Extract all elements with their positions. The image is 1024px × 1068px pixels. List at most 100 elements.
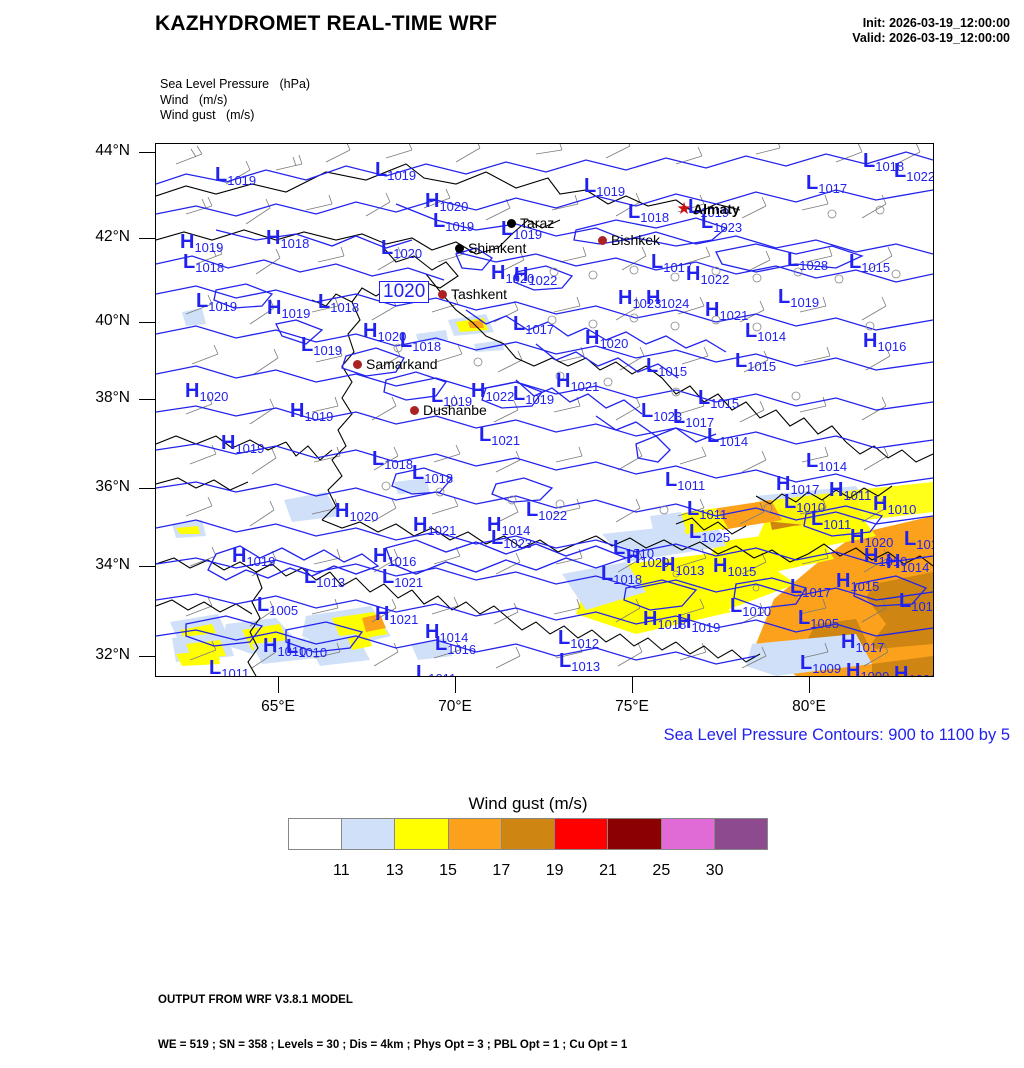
pressure-center-high: H1020 <box>425 191 468 213</box>
pressure-center-symbol: H <box>556 370 571 392</box>
pressure-center-value: 1021 <box>719 308 749 323</box>
pressure-center-symbol: H <box>373 545 388 567</box>
pressure-center-symbol: L <box>286 636 299 658</box>
boxed-isobar-label: 1020 <box>379 281 430 303</box>
pressure-center-value: 1013 <box>675 563 705 578</box>
colorbar-swatch-6[interactable] <box>608 819 662 849</box>
pressure-center-high: H1019 <box>290 400 333 423</box>
pressure-center-value: 1015 <box>861 260 891 275</box>
pressure-center-value: 1022 <box>906 169 934 184</box>
pressure-center-value: 1019 <box>246 554 276 569</box>
plotted-fields-list: Sea Level Pressure (hPa) Wind (m/s) Wind… <box>160 77 311 122</box>
map-plot-area[interactable]: L1019 L1019 L1019 L1017 L1018 L1022 H1020 L1019… <box>155 143 934 677</box>
lat-tick-label: 34°N <box>95 556 130 573</box>
pressure-center-low: L1018 <box>318 292 359 314</box>
pressure-center-symbol: H <box>180 231 195 253</box>
city-marker-tashkent <box>438 290 447 299</box>
pressure-center-symbol: L <box>800 652 813 674</box>
pressure-center-symbol: L <box>301 334 314 356</box>
pressure-center-low: L1014 <box>707 425 748 448</box>
pressure-center-symbol: L <box>375 159 388 181</box>
colorbar-swatch-7[interactable] <box>661 819 715 849</box>
pressure-center-high: H1021 <box>705 300 749 323</box>
pressure-center-value: 1018 <box>875 159 905 174</box>
pressure-center-low: L1011 <box>687 498 727 521</box>
colorbar-tick-13: 13 <box>385 862 404 879</box>
pressure-center-symbol: L <box>646 355 659 377</box>
pressure-center-symbol: L <box>899 590 912 612</box>
pressure-center-low: L1025 <box>689 521 730 544</box>
model-config-footer: OUTPUT FROM WRF V3.8.1 MODEL WE = 519 ; … <box>158 963 627 1068</box>
pressure-center-high: H1010 <box>263 636 306 658</box>
pressure-center-symbol: L <box>707 425 720 447</box>
pressure-center-low: L1018 <box>400 331 441 353</box>
city-label-shimkent: Shimkent <box>468 240 527 256</box>
pressure-center-value: 1020 <box>377 329 407 344</box>
pressure-center-symbol: L <box>665 469 678 491</box>
pressure-center-symbol: L <box>687 498 700 520</box>
pressure-center-low: L1015 <box>698 388 739 410</box>
colorbar-swatch-5[interactable] <box>555 819 609 849</box>
pressure-center-symbol: L <box>790 576 803 598</box>
pressure-center-value: 1010 <box>878 554 908 569</box>
city-marker-shimkent <box>455 244 464 253</box>
pressure-center-high: H1019 <box>180 231 224 255</box>
pressure-center-value: 1018 <box>657 617 687 632</box>
pressure-center-symbol: H <box>514 264 529 286</box>
pressure-center-low: L1015 <box>849 252 891 275</box>
colorbar-tick-19: 19 <box>545 862 564 879</box>
city-label-almaty: Almaty <box>693 201 740 217</box>
city-label-samarkand: Samarkand <box>366 356 438 372</box>
city-label-taraz: Taraz <box>520 215 555 231</box>
pressure-center-symbol: L <box>257 594 270 616</box>
pressure-center-value: 1005 <box>810 616 840 631</box>
pressure-center-symbol: L <box>381 237 394 259</box>
pressure-center-value: 1014 <box>818 459 848 474</box>
pressure-center-low: L1018 <box>601 564 642 586</box>
pressure-center-symbol: L <box>628 201 641 223</box>
pressure-center-symbol: L <box>811 508 824 530</box>
pressure-center-value: 1020 <box>199 389 229 404</box>
run-info: Init: 2026-03-19_12:00:00 Valid: 2026-03… <box>852 16 1010 46</box>
pressure-center-low: L1019 <box>196 291 237 313</box>
pressure-center-value: 1021 <box>389 612 419 627</box>
pressure-center-symbol: H <box>290 400 305 422</box>
pressure-center-symbol: L <box>412 462 425 484</box>
lon-tick-label: 80°E <box>792 698 826 715</box>
colorbar-swatch-4[interactable] <box>501 819 556 849</box>
colorbar-swatch-0[interactable] <box>289 819 343 849</box>
colorbar-swatch-8[interactable] <box>714 819 767 849</box>
pressure-center-symbol: L <box>183 251 196 273</box>
pressure-center-symbol: H <box>886 551 901 573</box>
pressure-center-symbol: L <box>689 521 702 543</box>
pressure-center-value: 1023 <box>503 536 533 551</box>
lat-tick-label: 38°N <box>95 389 130 406</box>
colorbar-swatch-1[interactable] <box>342 819 396 849</box>
pressure-center-value: 1021 <box>427 523 457 538</box>
pressure-center-low: L1017 <box>651 251 692 274</box>
pressure-center-symbol: L <box>513 383 526 405</box>
pressure-center-low: L1019 <box>301 334 342 357</box>
lat-tick-label: 36°N <box>95 478 130 495</box>
pressure-center-high: H1024 <box>646 288 689 310</box>
lat-tick-mark <box>139 399 155 400</box>
pressure-center-low: L1018 <box>863 151 905 174</box>
pressure-center-value: 1008 <box>908 672 933 676</box>
pressure-center-value: 1019 <box>194 240 224 255</box>
colorbar-swatch-2[interactable] <box>395 819 449 849</box>
pressure-center-symbol: L <box>806 172 819 194</box>
pressure-center-value: 1020 <box>349 509 379 524</box>
colorbar-swatch-3[interactable] <box>448 819 502 849</box>
pressure-center-high: H1014 <box>886 551 929 574</box>
wind-gust-colorbar[interactable] <box>288 818 768 850</box>
pressure-center-symbol: L <box>778 286 791 308</box>
lat-tick-label: 32°N <box>95 646 130 663</box>
pressure-center-high: H1010 <box>864 546 908 569</box>
pressure-center-symbol: L <box>651 251 664 273</box>
pressure-center-high: H1008 <box>894 664 933 676</box>
pressure-center-low: L1019 <box>375 159 416 182</box>
pressure-center-value: 1019 <box>790 295 820 310</box>
pressure-center-low: L1023 <box>491 528 533 551</box>
pressure-center-low: L1018 <box>183 251 224 274</box>
pressure-center-low: L1018 <box>372 449 413 471</box>
